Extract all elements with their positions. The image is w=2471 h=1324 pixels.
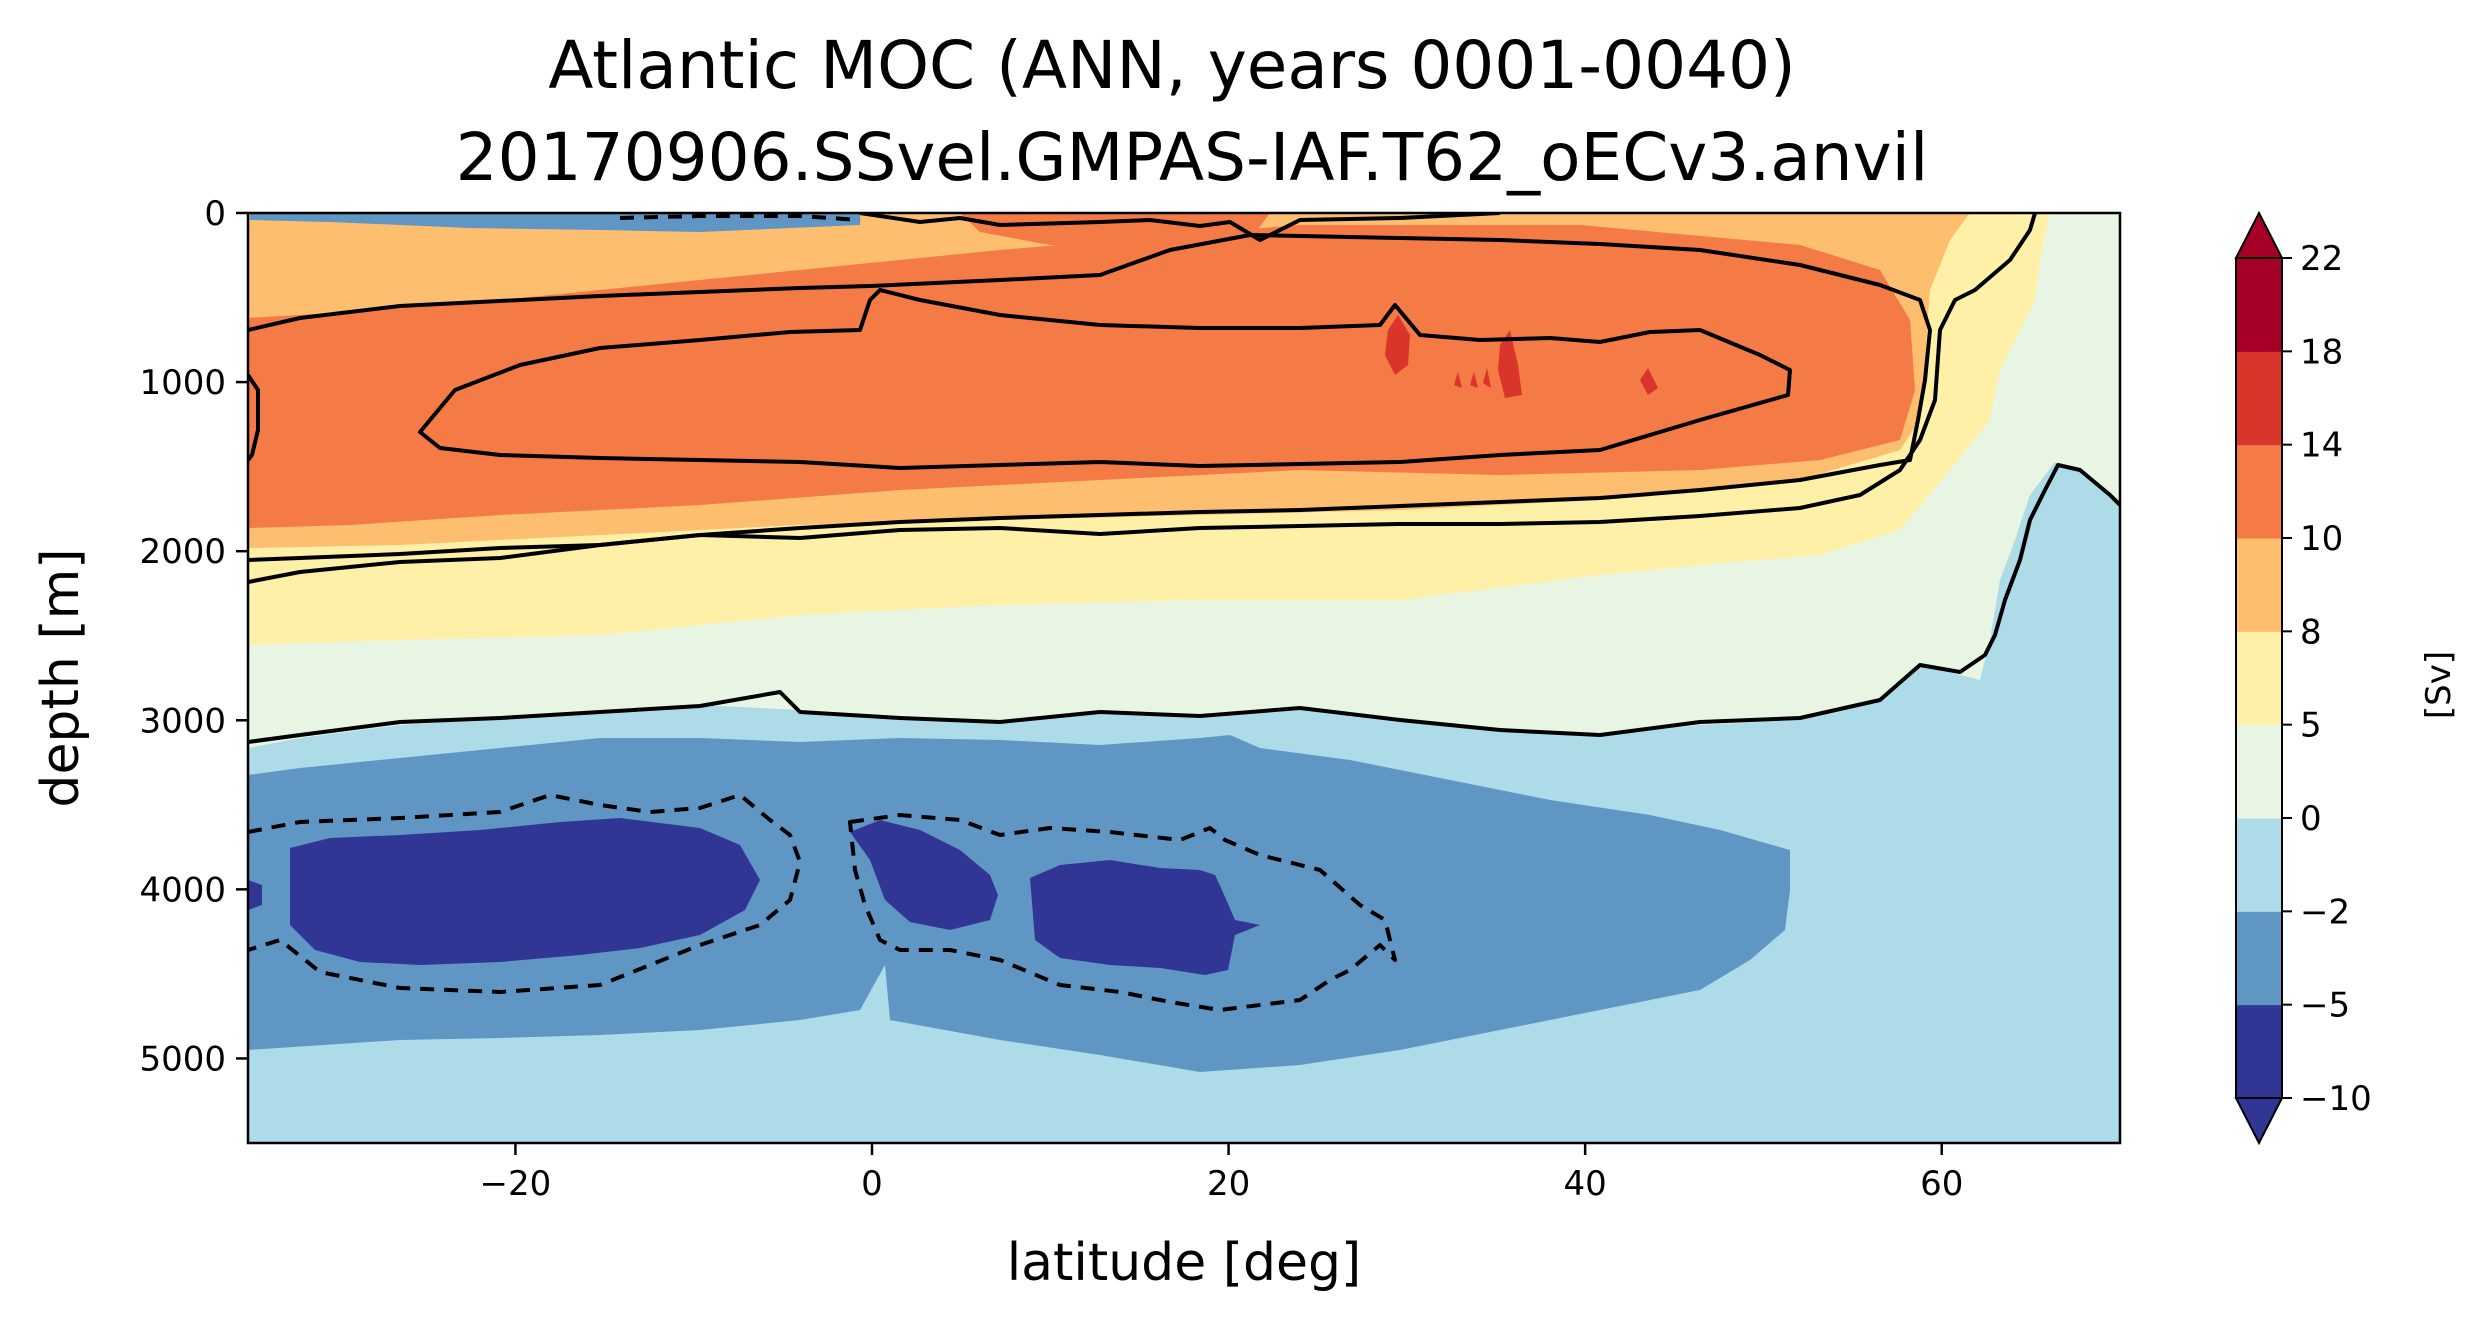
x-tick-label: −20 bbox=[480, 1164, 552, 1204]
x-axis: −20 0 20 40 60 bbox=[480, 1143, 1963, 1204]
y-tick-label: 1000 bbox=[139, 363, 226, 403]
y-tick-label: 5000 bbox=[139, 1039, 226, 1079]
field-14-to-18-core-2 bbox=[1498, 330, 1522, 398]
x-tick-label: 40 bbox=[1564, 1164, 1607, 1204]
y-tick-label: 2000 bbox=[139, 532, 226, 572]
plot-frame bbox=[246, 211, 2122, 1145]
field-minus5-to-minus2 bbox=[248, 735, 1790, 1072]
field-surface-negative bbox=[250, 213, 860, 232]
colorbar-segment bbox=[2236, 724, 2282, 819]
contour-line-0 bbox=[248, 463, 2120, 744]
contour-line-12 bbox=[418, 288, 1792, 470]
colorbar-segment bbox=[2236, 631, 2282, 726]
x-tick-label: 0 bbox=[861, 1164, 883, 1204]
chart-title: Atlantic MOC (ANN, years 0001-0040) bbox=[548, 27, 1796, 104]
y-tick-label: 0 bbox=[204, 194, 226, 234]
colorbar-tick-label: 22 bbox=[2300, 239, 2343, 279]
field-below-minus5-core-3 bbox=[1030, 860, 1260, 975]
contour-line-minus4-left bbox=[248, 793, 802, 994]
colorbar-segment bbox=[2236, 911, 2282, 1006]
colorbar-tick-label: 8 bbox=[2300, 612, 2322, 652]
colorbar-tick-label: 14 bbox=[2300, 426, 2343, 466]
field-below-minus5-edge bbox=[248, 880, 262, 910]
colorbar-tick-label: −5 bbox=[2300, 986, 2350, 1026]
field-below-minus5-core-2 bbox=[850, 820, 998, 930]
contour-line-minus4-right bbox=[848, 813, 1397, 1012]
colorbar-tick-label: 10 bbox=[2300, 519, 2343, 559]
colorbar-tick-label: 5 bbox=[2300, 706, 2322, 746]
field-14-to-18-core-1 bbox=[1385, 315, 1410, 375]
contour-line-8 bbox=[248, 233, 1932, 562]
y-tick-label: 4000 bbox=[139, 870, 226, 910]
colorbar-segment bbox=[2236, 444, 2282, 539]
colorbar: −10 −5 −2 0 5 8 10 14 18 22 bbox=[2234, 210, 2372, 1146]
field-below-minus5-core-1 bbox=[290, 818, 760, 965]
colorbar-tick-label: −10 bbox=[2300, 1079, 2372, 1119]
colorbar-segment bbox=[2236, 258, 2282, 352]
colorbar-frame bbox=[2235, 257, 2283, 1099]
y-axis-label: depth [m] bbox=[31, 548, 91, 807]
contour-line-surface bbox=[859, 213, 1501, 242]
x-axis-label: latitude [deg] bbox=[1007, 1233, 1362, 1293]
y-axis: 0 1000 2000 3000 4000 5000 bbox=[139, 194, 248, 1079]
plot-area bbox=[248, 213, 2120, 1143]
colorbar-segment bbox=[2236, 818, 2282, 912]
y-tick-label: 3000 bbox=[139, 701, 226, 741]
contour-line-surface-negative bbox=[619, 214, 861, 222]
contour-line-12-edge bbox=[248, 373, 260, 462]
x-tick-label: 20 bbox=[1207, 1164, 1250, 1204]
chart-subtitle: 20170906.SSvel.GMPAS-IAF.T62_oECv3.anvil bbox=[456, 119, 1929, 196]
colorbar-tick-label: −2 bbox=[2300, 892, 2350, 932]
colorbar-tick-label: 0 bbox=[2300, 799, 2322, 839]
field-14-to-18-core-3 bbox=[1640, 368, 1658, 395]
x-tick-label: 60 bbox=[1920, 1164, 1963, 1204]
colorbar-extend-min bbox=[2234, 1097, 2284, 1146]
colorbar-segment bbox=[2236, 1004, 2282, 1099]
colorbar-tick-label: 18 bbox=[2300, 332, 2343, 372]
colorbar-label: [Sv] bbox=[2419, 651, 2459, 719]
colorbar-segment bbox=[2236, 538, 2282, 632]
colorbar-segment bbox=[2236, 351, 2282, 446]
field-14-to-18-core-4 bbox=[1454, 368, 1491, 388]
colorbar-extend-max bbox=[2234, 210, 2284, 259]
